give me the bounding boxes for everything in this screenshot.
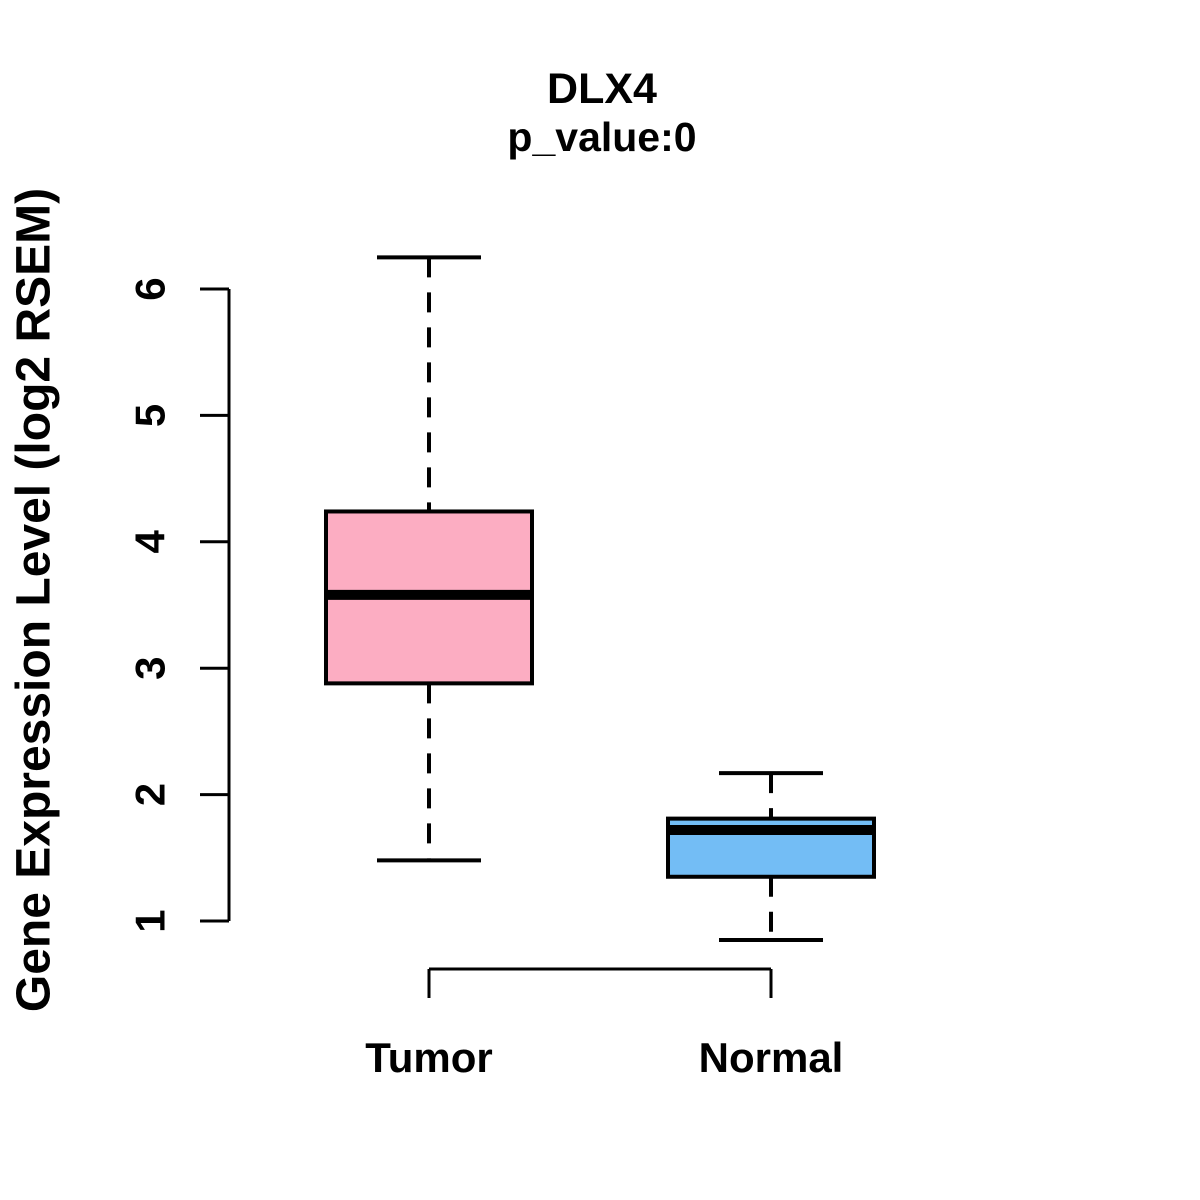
x-axis-label-normal: Normal — [699, 1034, 844, 1081]
y-axis-tick-label: 4 — [127, 529, 174, 553]
y-axis-tick-label: 2 — [127, 783, 174, 806]
y-axis-tick-label: 5 — [127, 404, 174, 427]
x-axis-label-tumor: Tumor — [365, 1034, 493, 1081]
y-axis-tick-label: 6 — [127, 277, 174, 300]
chart-title: DLX4 — [547, 65, 657, 113]
chart-subtitle: p_value:0 — [507, 114, 697, 160]
y-axis-tick-label: 3 — [127, 657, 174, 680]
title-block: DLX4 p_value:0 — [0, 66, 1200, 161]
y-axis-tick-label: 1 — [127, 909, 174, 932]
